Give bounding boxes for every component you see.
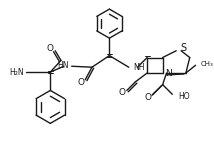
Text: S: S (180, 43, 186, 53)
Text: HN: HN (57, 61, 69, 70)
Text: O: O (78, 78, 85, 87)
Text: O: O (145, 93, 152, 102)
Text: O: O (119, 88, 125, 97)
Text: NH: NH (134, 63, 145, 72)
Text: HO: HO (178, 92, 190, 101)
Text: H₂N: H₂N (10, 68, 24, 77)
Text: CH₃: CH₃ (200, 61, 213, 67)
Text: O: O (47, 44, 54, 53)
Text: N: N (166, 69, 172, 77)
